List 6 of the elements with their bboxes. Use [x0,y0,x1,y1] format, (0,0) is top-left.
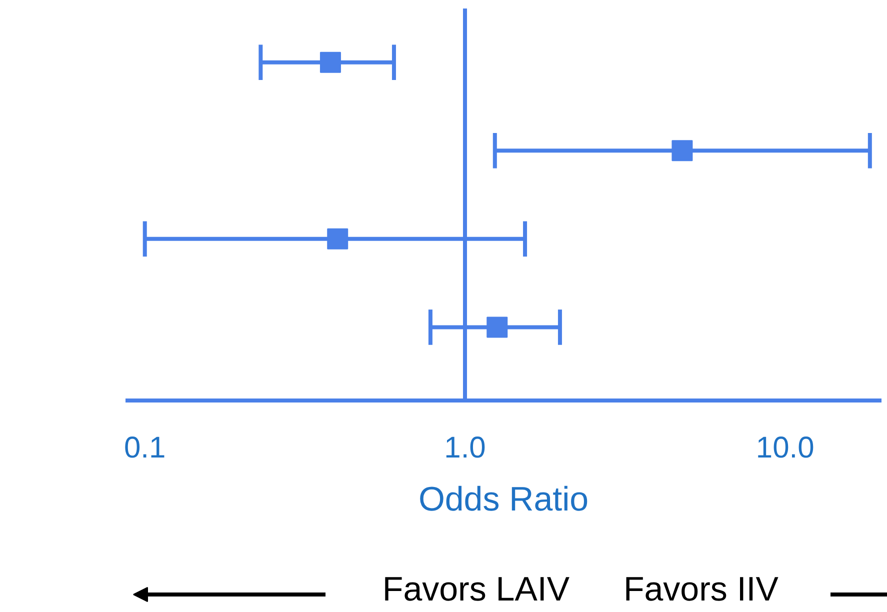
x-tick-label: 10.0 [756,432,814,464]
text: Favors IIV [624,570,779,608]
x-tick-label: 1.0 [444,432,486,464]
text: Favors LAIV [382,570,570,608]
x-tick-label: 0.1 [124,432,166,464]
x-axis-title: Odds Ratio [418,480,589,518]
